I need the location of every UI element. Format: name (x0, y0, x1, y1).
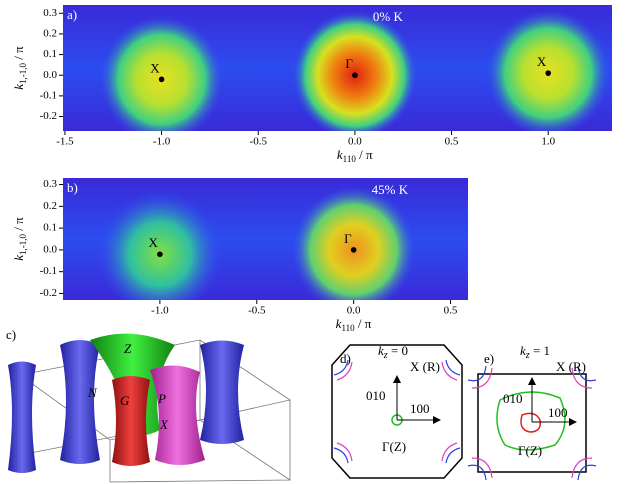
fermi-surface (200, 341, 244, 445)
page: c) ZNGPX d) kz = 0 X (R) 010 100 Γ(Z) e)… (0, 0, 625, 484)
point-label: Γ (344, 231, 352, 246)
corner-label: X (R) (410, 359, 440, 374)
x-tick-label: -0.5 (250, 136, 268, 148)
panel-label: a) (67, 7, 77, 22)
center-label: Γ(Z) (518, 443, 542, 458)
heatmap-panel: -1.0 -0.5 0.0 0.5 -0.2 -0.1 0.0 0.1 0.2 0.3 X Γb) 45… (11, 178, 468, 333)
kz-label: kz = 0 (378, 343, 408, 361)
y-tick-label: 0.1 (43, 48, 57, 60)
heatmap-panel: -1.5 -1.0 -0.5 0.0 0.5 1.0 -0.2 -0.1 0.0 0.1 0.2 0.… (11, 5, 612, 164)
point-label: X (537, 54, 547, 69)
y-axis-label: k1,-1,0 / π (11, 46, 28, 90)
fermi-surface (150, 365, 205, 465)
y-label-sub: 1,-1,0 (18, 233, 28, 254)
axis-label: 100 (548, 405, 568, 420)
y-tick-label: -0.2 (40, 110, 57, 122)
fermi-surface (8, 362, 36, 474)
y-axis-label: k1,-1,0 / π (11, 217, 28, 261)
annotation: 45% K (372, 182, 409, 197)
y-tick-label: 0.3 (43, 7, 57, 19)
gamma-pocket (521, 413, 540, 432)
y-tick-label: 0.0 (43, 243, 57, 255)
kz-rest: = 1 (530, 343, 550, 358)
x-label-rest: / π (355, 316, 372, 331)
point-label: Z (124, 341, 132, 356)
x-label-sub: 110 (341, 323, 355, 333)
point (157, 251, 163, 257)
panel-label: c) (6, 327, 16, 342)
point-label: P (157, 391, 166, 406)
panel-label: b) (67, 180, 78, 195)
point-label: X (159, 417, 169, 432)
x-tick-label: -1.5 (56, 136, 74, 148)
panel-d: d) kz = 0 X (R) 010 100 Γ(Z) (332, 343, 462, 478)
y-tick-label: -0.1 (40, 265, 57, 277)
x-tick-label: 1.0 (541, 136, 555, 148)
y-tick-label: 0.2 (43, 27, 57, 39)
x-tick-label: -0.5 (248, 305, 266, 317)
fermi-surface (60, 340, 100, 464)
point-label: G (120, 393, 130, 408)
point-label: N (87, 385, 98, 400)
x-tick-label: 0.5 (444, 305, 458, 317)
corner-label: X (R) (556, 359, 586, 374)
kz-rest: = 0 (388, 343, 408, 358)
point-label: Γ (345, 56, 353, 71)
point (545, 70, 551, 76)
point-label: X (148, 235, 158, 250)
axis-label: 100 (410, 401, 430, 416)
y-tick-label: -0.2 (40, 287, 57, 299)
x-label-rest: / π (356, 147, 373, 162)
point (352, 72, 358, 78)
y-tick-label: -0.1 (40, 89, 57, 101)
kz-label: kz = 1 (520, 343, 550, 361)
x-label-sub: 110 (343, 154, 357, 164)
point-label: X (150, 60, 160, 75)
point (351, 247, 357, 253)
y-tick-label: 0.2 (43, 200, 57, 212)
panel-c: c) Z N G PX (6, 327, 290, 482)
y-label-rest: / π (11, 46, 26, 63)
point (159, 77, 165, 83)
x-tick-label: 0.0 (348, 136, 362, 148)
annotation: 0% K (373, 9, 404, 24)
y-label-rest: / π (11, 217, 26, 234)
panel-e: e) kz = 1 X (R) 010 100 Γ(Z) (468, 343, 596, 480)
axis-label: 010 (366, 388, 386, 403)
y-tick-label: 0.1 (43, 222, 57, 234)
panel-label: d) (340, 351, 351, 366)
x-tick-label: -1.0 (151, 305, 169, 317)
y-label-sub: 1,-1,0 (18, 62, 28, 83)
fermi-surface (112, 376, 150, 466)
figure: c) ZNGPX d) kz = 0 X (R) 010 100 Γ(Z) e)… (0, 0, 625, 484)
x-tick-label: 0.0 (347, 305, 361, 317)
y-tick-label: 0.0 (43, 69, 57, 81)
x-tick-label: -1.0 (153, 136, 171, 148)
x-tick-label: 0.5 (445, 136, 459, 148)
panel-label: e) (484, 351, 494, 366)
x-axis-label: k110 / π (337, 147, 373, 164)
x-axis-label: k110 / π (336, 316, 372, 333)
center-label: Γ(Z) (382, 439, 406, 454)
axis-label: 010 (503, 391, 523, 406)
y-tick-label: 0.3 (43, 178, 57, 190)
